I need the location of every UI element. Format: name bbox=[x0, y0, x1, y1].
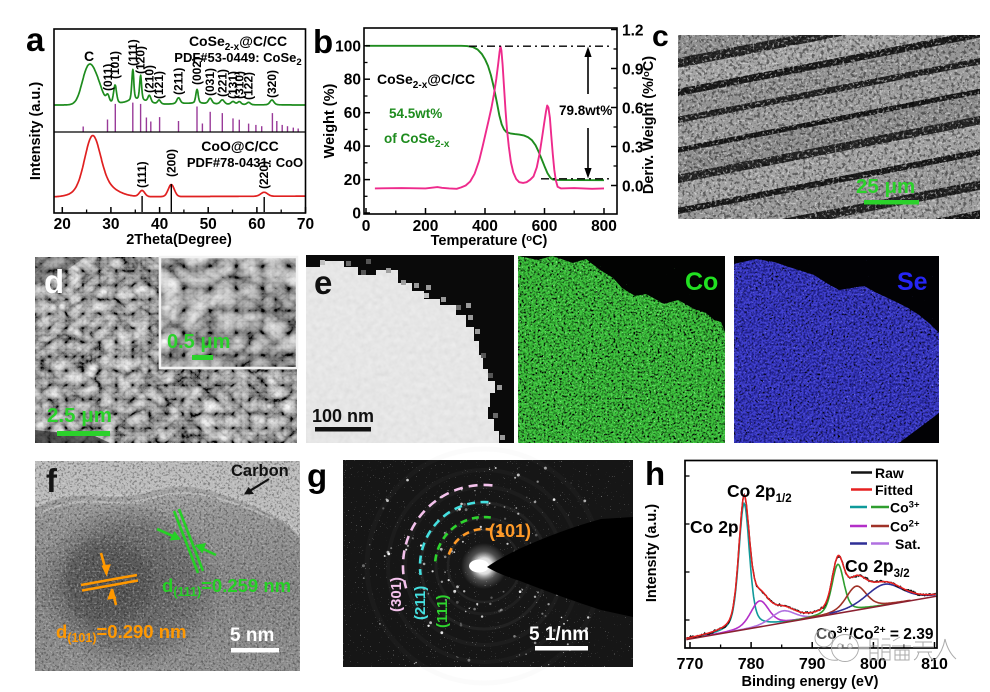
svg-text:30: 30 bbox=[102, 216, 119, 233]
svg-text:79.8wt%: 79.8wt% bbox=[559, 103, 612, 118]
svg-text:(101): (101) bbox=[108, 51, 122, 79]
svg-text:790: 790 bbox=[799, 656, 826, 673]
svg-text:a: a bbox=[26, 21, 45, 58]
svg-text:Sat.: Sat. bbox=[895, 536, 921, 552]
svg-text:50: 50 bbox=[200, 216, 217, 233]
svg-text:2Theta(Degree): 2Theta(Degree) bbox=[126, 232, 232, 248]
svg-text:(211): (211) bbox=[412, 586, 429, 620]
svg-text:(320): (320) bbox=[265, 70, 279, 98]
svg-text:200: 200 bbox=[413, 218, 439, 235]
svg-text:Co: Co bbox=[685, 268, 718, 296]
svg-text:d: d bbox=[44, 263, 64, 300]
svg-text:c: c bbox=[652, 20, 669, 53]
svg-text:5 1/nm: 5 1/nm bbox=[529, 624, 589, 645]
svg-text:Se: Se bbox=[897, 268, 928, 296]
svg-text:CoO@C/CC: CoO@C/CC bbox=[201, 138, 278, 154]
svg-text:(121): (121) bbox=[152, 71, 166, 99]
svg-text:400: 400 bbox=[472, 218, 498, 235]
svg-text:PDF#78-0431: CoO: PDF#78-0431: CoO bbox=[187, 155, 303, 170]
svg-text:54.5wt%: 54.5wt% bbox=[389, 106, 442, 121]
svg-text:60: 60 bbox=[344, 105, 361, 122]
svg-text:800: 800 bbox=[591, 218, 617, 235]
svg-text:(031): (031) bbox=[203, 68, 217, 96]
svg-text:Raw: Raw bbox=[875, 465, 904, 481]
svg-text:Weight (%): Weight (%) bbox=[322, 84, 338, 159]
svg-text:40: 40 bbox=[344, 139, 361, 156]
svg-text:CoSe2-x@C/CC: CoSe2-x@C/CC bbox=[377, 71, 475, 91]
svg-text:0.5 μm: 0.5 μm bbox=[167, 331, 230, 353]
svg-text:0.3: 0.3 bbox=[622, 140, 644, 157]
svg-text:(011): (011) bbox=[101, 64, 115, 91]
svg-text:CoSe2-x@C/CC: CoSe2-x@C/CC bbox=[189, 33, 287, 53]
svg-text:h: h bbox=[645, 455, 665, 492]
svg-text:(200): (200) bbox=[164, 149, 178, 177]
svg-text:Intensity (a.u.): Intensity (a.u.) bbox=[28, 82, 44, 180]
svg-text:70: 70 bbox=[297, 216, 314, 233]
svg-text:Intensity (a.u.): Intensity (a.u.) bbox=[644, 504, 660, 602]
svg-text:5 nm: 5 nm bbox=[230, 625, 274, 646]
svg-text:0.9: 0.9 bbox=[622, 62, 644, 79]
svg-text:f: f bbox=[46, 462, 58, 499]
svg-text:(111): (111) bbox=[126, 39, 140, 66]
svg-text:(111): (111) bbox=[434, 595, 451, 628]
svg-text:e: e bbox=[314, 264, 332, 301]
svg-text:Binding energy (eV): Binding energy (eV) bbox=[742, 674, 879, 690]
svg-text:(210): (210) bbox=[142, 65, 156, 93]
svg-text:40: 40 bbox=[151, 216, 168, 233]
svg-text:(101): (101) bbox=[489, 521, 531, 541]
svg-text:(310): (310) bbox=[232, 71, 246, 99]
svg-text:(131): (131) bbox=[226, 71, 240, 99]
svg-text:(122): (122) bbox=[242, 72, 256, 100]
svg-text:(301): (301) bbox=[388, 577, 405, 612]
svg-text:(211): (211) bbox=[172, 68, 186, 95]
svg-text:g: g bbox=[307, 457, 327, 494]
svg-text:(221): (221) bbox=[215, 69, 229, 97]
svg-text:Fitted: Fitted bbox=[875, 482, 913, 498]
svg-text:2.5 μm: 2.5 μm bbox=[47, 404, 112, 427]
svg-text:Co 2p: Co 2p bbox=[690, 517, 739, 537]
svg-text:600: 600 bbox=[532, 218, 558, 235]
svg-text:of CoSe2-x: of CoSe2-x bbox=[384, 131, 450, 150]
svg-text:1.2: 1.2 bbox=[622, 23, 644, 40]
svg-text:PDF#53-0449: CoSe2: PDF#53-0449: CoSe2 bbox=[174, 50, 301, 68]
svg-text:100: 100 bbox=[335, 38, 361, 55]
svg-text:(111): (111) bbox=[135, 161, 149, 188]
svg-text:100 nm: 100 nm bbox=[312, 406, 374, 426]
svg-text:0: 0 bbox=[362, 218, 371, 235]
svg-text:Deriv. Weight (%/oC): Deriv. Weight (%/oC) bbox=[641, 56, 657, 194]
svg-text:780: 780 bbox=[738, 656, 765, 673]
svg-text:b: b bbox=[313, 23, 333, 60]
svg-text:(002): (002) bbox=[190, 57, 204, 85]
svg-text:Temperature (oC): Temperature (oC) bbox=[431, 233, 548, 249]
svg-text:25 μm: 25 μm bbox=[856, 175, 915, 198]
svg-text:Carbon: Carbon bbox=[231, 462, 289, 480]
svg-text:C: C bbox=[84, 48, 94, 64]
svg-text:770: 770 bbox=[677, 656, 704, 673]
svg-text:20: 20 bbox=[54, 216, 71, 233]
svg-text:(120): (120) bbox=[134, 46, 148, 74]
svg-text:(220): (220) bbox=[257, 161, 271, 189]
svg-text:800: 800 bbox=[860, 656, 887, 673]
svg-text:20: 20 bbox=[344, 172, 361, 189]
svg-text:60: 60 bbox=[248, 216, 265, 233]
svg-text:80: 80 bbox=[344, 72, 361, 89]
svg-text:0: 0 bbox=[352, 206, 361, 223]
svg-text:810: 810 bbox=[921, 656, 948, 673]
svg-text:0.6: 0.6 bbox=[622, 101, 644, 118]
svg-text:0.0: 0.0 bbox=[622, 179, 644, 196]
